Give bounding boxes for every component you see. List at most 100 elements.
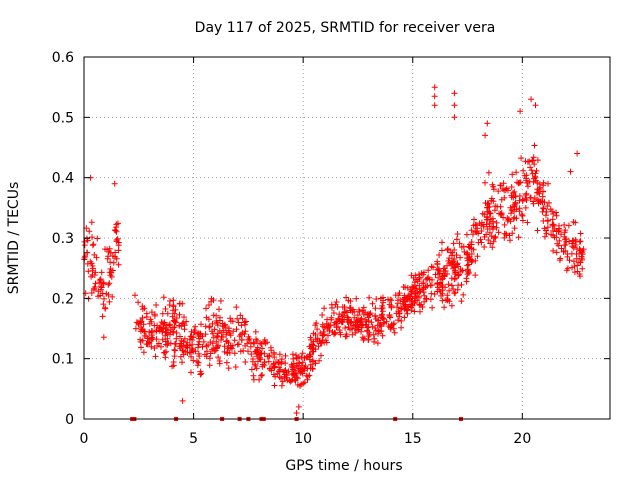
data-point (579, 248, 586, 254)
data-point (542, 233, 548, 240)
data-point (455, 282, 462, 289)
data-point (143, 314, 150, 320)
data-point (553, 249, 560, 256)
data-point (332, 330, 339, 337)
data-point (498, 211, 505, 218)
y-tick-label: 0.4 (52, 171, 74, 187)
data-point (238, 336, 245, 343)
data-point (107, 249, 114, 256)
data-point (393, 310, 400, 317)
data-point (556, 227, 563, 234)
data-point (113, 255, 120, 262)
data-point (399, 301, 406, 308)
data-point (190, 357, 197, 364)
data-point (158, 343, 164, 350)
data-point (88, 219, 95, 226)
data-point (487, 240, 494, 247)
data-point (160, 294, 167, 301)
data-point (259, 361, 266, 368)
data-point (452, 275, 459, 282)
data-point (544, 218, 551, 225)
data-point (301, 365, 307, 372)
chart-title: Day 117 of 2025, SRMTID for receiver ver… (195, 20, 496, 36)
data-point (297, 369, 304, 376)
data-point (238, 322, 245, 329)
data-point (209, 320, 216, 327)
data-point (289, 351, 296, 358)
data-point (411, 285, 418, 292)
data-point (93, 254, 100, 261)
data-point (566, 238, 573, 245)
data-point (479, 210, 486, 217)
data-point (379, 332, 386, 339)
data-point (218, 329, 225, 336)
data-point (242, 318, 249, 325)
data-point (424, 275, 431, 282)
data-point (316, 357, 323, 364)
data-point (378, 314, 385, 321)
data-point (431, 84, 438, 91)
data-point (172, 318, 179, 325)
data-point (293, 363, 300, 370)
data-point (342, 333, 349, 340)
axis-ticks: 0 0.1 0.2 0.3 0.4 0.5 0.6 0 5 10 15 20 (52, 50, 610, 447)
data-point (203, 343, 210, 350)
data-point (528, 96, 535, 103)
data-point (196, 335, 202, 342)
data-point (94, 235, 101, 242)
data-point (483, 204, 490, 211)
data-point (428, 263, 435, 270)
data-point (477, 236, 484, 243)
data-point (400, 284, 407, 290)
data-point (537, 184, 544, 191)
data-point (211, 348, 218, 355)
data-point (252, 328, 259, 335)
data-point (442, 267, 449, 274)
data-point (511, 208, 518, 215)
y-tick-label: 0.6 (52, 50, 74, 66)
data-point (96, 277, 103, 284)
data-point (234, 341, 241, 348)
data-point (316, 338, 323, 344)
data-point (372, 313, 379, 320)
data-point (214, 332, 220, 339)
data-point (173, 335, 180, 342)
data-point (531, 161, 538, 168)
data-point (520, 196, 526, 203)
data-point (171, 346, 178, 353)
data-point (151, 312, 158, 319)
data-point (492, 233, 499, 240)
data-point (486, 229, 493, 236)
data-point (398, 324, 405, 331)
data-point (192, 323, 199, 330)
data-point (408, 304, 415, 311)
data-point (304, 376, 311, 383)
data-point (214, 344, 220, 351)
data-point (90, 265, 96, 272)
data-point (177, 345, 184, 352)
data-point (276, 351, 283, 358)
data-point (550, 247, 557, 254)
data-point (293, 374, 300, 381)
data-point (544, 224, 551, 231)
data-point (210, 312, 217, 319)
data-point (139, 303, 146, 310)
data-point (181, 326, 188, 333)
data-point (330, 310, 337, 316)
data-point (236, 333, 243, 340)
data-point (334, 304, 341, 310)
data-point (349, 309, 356, 316)
data-point (549, 208, 556, 215)
data-point (151, 322, 158, 329)
data-point (421, 269, 427, 276)
data-point (481, 233, 488, 240)
data-point (541, 199, 548, 206)
data-point (235, 319, 242, 326)
data-point (358, 315, 365, 322)
data-point (365, 318, 372, 324)
data-point (375, 327, 382, 334)
x-tick-label: 0 (80, 431, 89, 447)
data-point (409, 288, 415, 295)
data-point (501, 194, 508, 201)
data-point (291, 370, 298, 377)
